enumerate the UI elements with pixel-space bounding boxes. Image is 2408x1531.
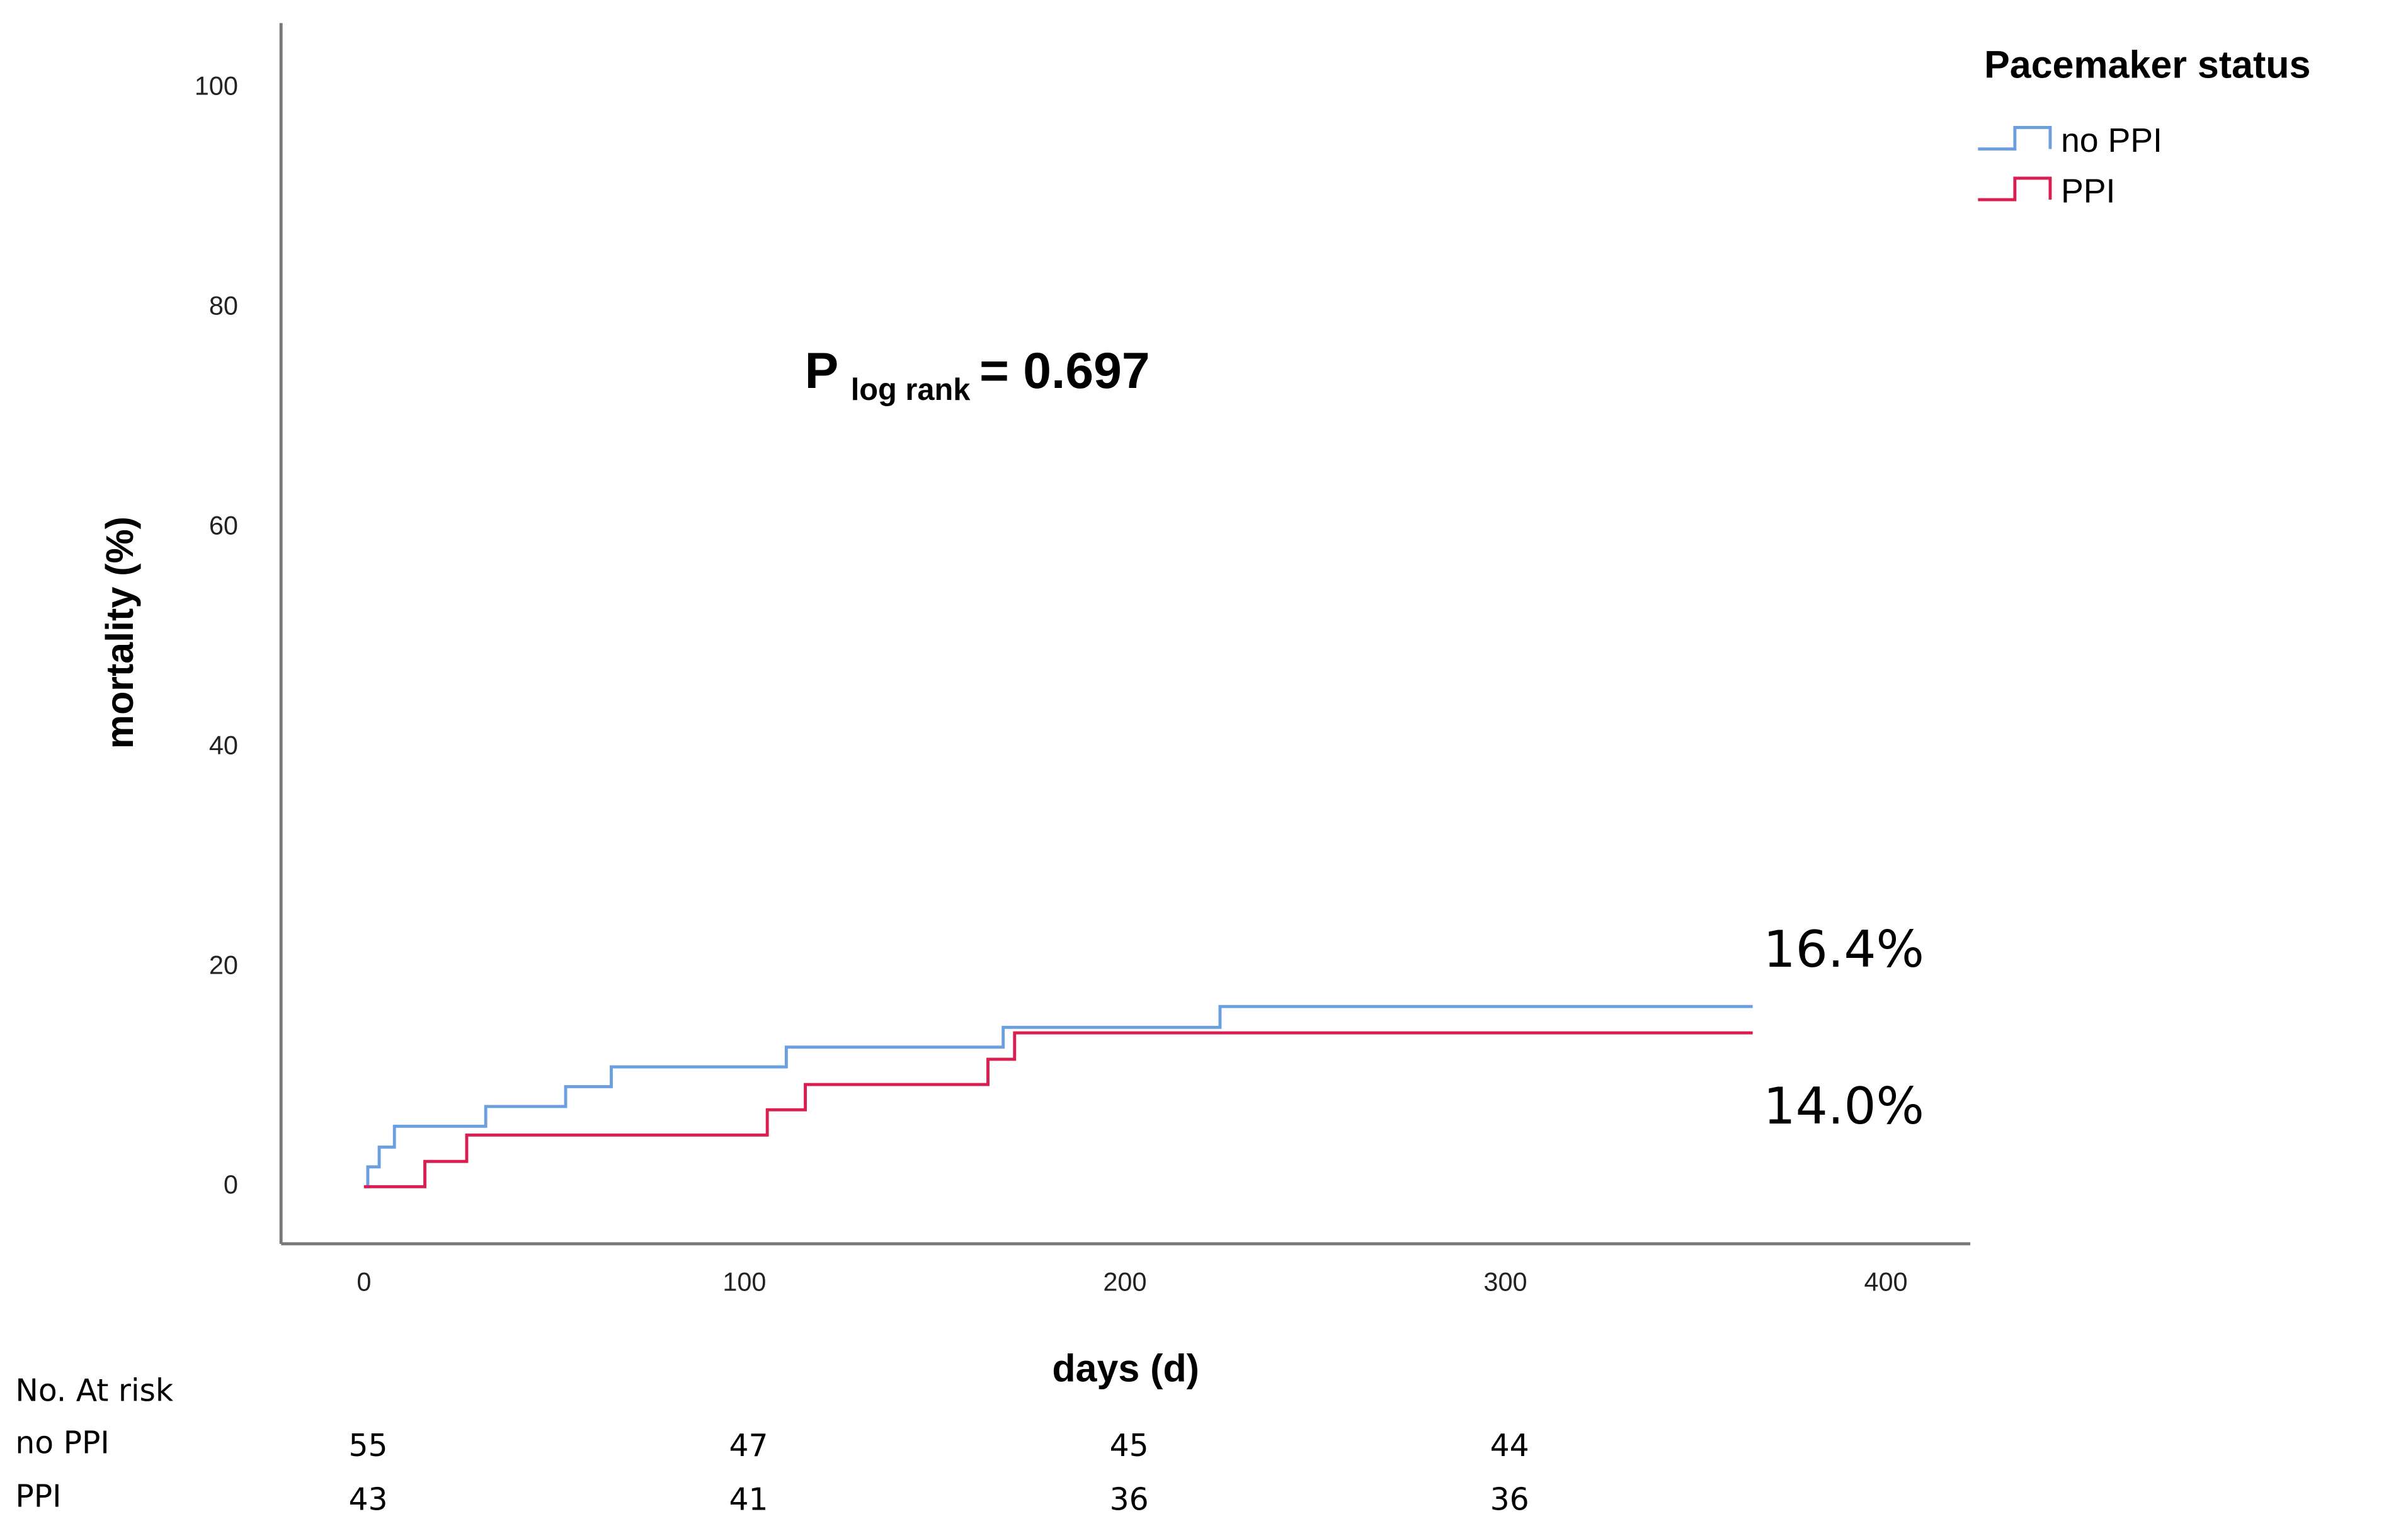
- survival-curve: [363, 1005, 1753, 1188]
- risk-count: 36: [1110, 1483, 1149, 1518]
- risk-table-title: No. At risk: [15, 1373, 174, 1408]
- legend-label: no PPI: [2061, 122, 2162, 159]
- legend-swatch: [1978, 126, 2052, 151]
- p-subscript: log rank: [851, 373, 971, 407]
- legend-swatch: [1978, 176, 2052, 202]
- p-text: = 0.697: [979, 343, 1150, 399]
- risk-count: 45: [1110, 1428, 1149, 1464]
- x-tick-label: 0: [357, 1266, 371, 1296]
- y-tick-label: 20: [209, 950, 238, 979]
- risk-row-label: no PPI: [15, 1425, 109, 1460]
- risk-count: 41: [729, 1483, 768, 1518]
- x-tick-label: 300: [1483, 1266, 1527, 1296]
- y-tick-label: 0: [224, 1170, 238, 1199]
- x-tick-label: 400: [1864, 1266, 1907, 1296]
- risk-count: 36: [1490, 1483, 1529, 1518]
- p-symbol: P: [805, 343, 839, 399]
- x-axis-title: days (d): [1052, 1346, 1199, 1389]
- y-axis-title: mortality (%): [98, 516, 141, 749]
- survival-curve: [363, 1031, 1753, 1188]
- end-label: 14.0%: [1763, 1076, 1924, 1135]
- y-tick-label: 100: [195, 71, 238, 101]
- y-tick-label: 80: [209, 290, 238, 320]
- x-tick-label: 100: [722, 1266, 766, 1296]
- y-tick-label: 40: [209, 730, 238, 760]
- legend-label: PPI: [2061, 172, 2115, 210]
- legend-title: Pacemaker status: [1984, 43, 2310, 86]
- risk-count: 55: [348, 1428, 387, 1464]
- y-tick-label: 60: [209, 510, 238, 540]
- risk-count: 44: [1490, 1428, 1529, 1464]
- end-label: 16.4%: [1763, 919, 1924, 979]
- risk-count: 47: [729, 1428, 768, 1464]
- risk-row-label: PPI: [15, 1479, 61, 1515]
- risk-count: 43: [348, 1483, 387, 1518]
- x-tick-label: 200: [1103, 1266, 1146, 1296]
